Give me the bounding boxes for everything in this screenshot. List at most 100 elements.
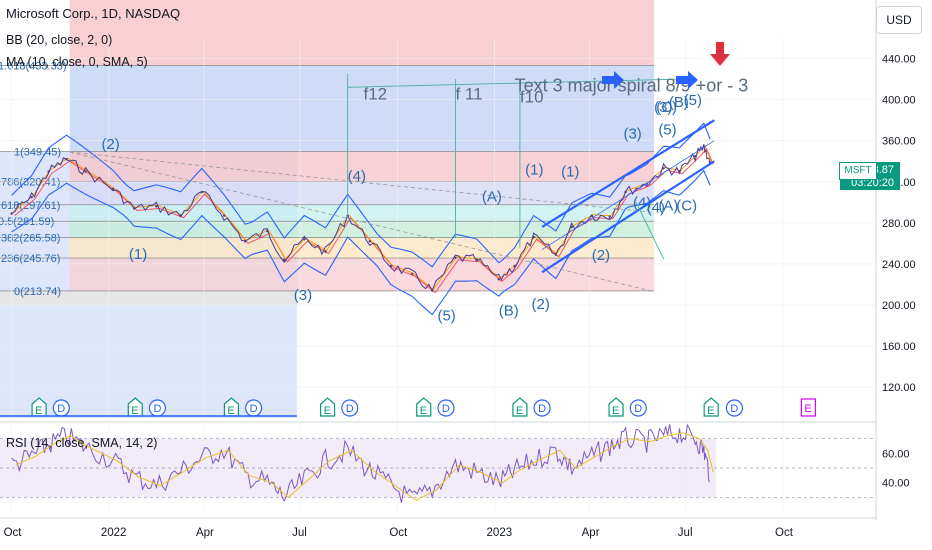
chart-title[interactable]: Microsoft Corp., 1D, NASDAQ <box>6 6 181 21</box>
earnings-badge <box>319 397 336 417</box>
dividend-badge-label: D <box>730 403 738 415</box>
red-down-arrow <box>710 42 730 66</box>
channel-lower <box>541 160 715 274</box>
blue-arrow <box>676 71 698 89</box>
x-tick-label: Apr <box>582 527 600 539</box>
price-point <box>84 170 87 173</box>
ma-line <box>14 147 714 294</box>
dividend-badge-label: D <box>634 403 642 415</box>
price-point <box>30 195 33 199</box>
earnings-badge-label: E <box>227 405 234 417</box>
fib-level-label: .236(245.76) <box>0 253 60 265</box>
wave-label: (5) <box>437 307 455 324</box>
earnings-badge <box>31 397 47 417</box>
dividend-badge-label: D <box>153 403 161 415</box>
price-point <box>155 205 158 208</box>
wave-label: (A) <box>482 188 502 205</box>
projection-line <box>635 202 665 260</box>
wave-label: (C) <box>656 99 677 116</box>
fib-level-label: .382(265.58) <box>0 233 60 245</box>
price-point <box>497 278 500 281</box>
wave-label: (B) <box>669 94 689 111</box>
wave-label: (4) <box>647 200 665 217</box>
dividend-badge-label: D <box>250 403 258 415</box>
earnings-badge <box>512 397 528 417</box>
price-point <box>513 264 516 268</box>
dividend-badge-label: D <box>346 403 354 415</box>
price-point <box>662 167 665 170</box>
y-tick-label: 160.00 <box>882 341 916 353</box>
blue-arrow <box>602 71 624 89</box>
dividend-badge-label: D <box>442 403 450 415</box>
price-point <box>47 170 50 173</box>
price-point <box>324 250 327 253</box>
price-point <box>454 256 457 259</box>
wave-label: (2) <box>532 296 550 313</box>
price-point <box>389 264 393 268</box>
currency-button[interactable]: USD <box>876 6 922 34</box>
fib-below-zone <box>0 290 297 306</box>
x-tick-label: Oct <box>4 527 23 539</box>
wave-label: (5) <box>658 122 676 139</box>
bar-countdown: 03:20:20 <box>851 177 894 189</box>
earnings-badge-label: E <box>420 405 427 417</box>
rsi-indicator-label[interactable]: RSI (14, close, SMA, 14, 2) <box>6 436 158 450</box>
chart-annotation: f12 <box>364 85 388 104</box>
price-point <box>570 225 573 229</box>
earnings-badge <box>703 397 719 417</box>
wave-label: (3) <box>654 99 672 116</box>
ma-fast-line <box>12 145 712 291</box>
wave-label: (B) <box>499 302 519 319</box>
fib-top-zone <box>69 0 655 66</box>
rsi-y-tick-label: 40.00 <box>882 478 910 490</box>
wave-label: (4) <box>633 194 651 211</box>
bb-indicator-label[interactable]: BB (20, close, 2, 0) <box>6 33 113 47</box>
channel-upper <box>541 119 715 228</box>
price-point <box>430 289 434 292</box>
wave-label: (A) <box>658 198 678 215</box>
dividend-badge <box>533 399 551 417</box>
price-point <box>368 240 372 243</box>
fan-line <box>69 151 655 293</box>
x-tick-label: Apr <box>196 527 214 539</box>
wave-label: (2) <box>592 247 610 264</box>
y-tick-label: 400.00 <box>882 95 916 107</box>
wave-label: (2) <box>101 136 119 153</box>
bb-lower-band <box>11 169 711 316</box>
ma-indicator-label[interactable]: MA (10, close, 0, SMA, 5) <box>6 55 148 69</box>
wave-label: (3) <box>623 126 641 143</box>
fib-level-label: .618(297.61) <box>0 200 60 212</box>
earnings-badge-label: E <box>516 405 523 417</box>
x-tick-label: Oct <box>775 527 794 539</box>
price-point <box>624 190 627 194</box>
price-point <box>694 154 697 158</box>
earnings-badge-label: E <box>707 405 714 417</box>
earnings-badge-label: E <box>35 405 42 417</box>
price-point <box>554 253 558 256</box>
dividend-badge <box>437 399 455 417</box>
price-point <box>65 157 68 161</box>
x-tick-label: 2023 <box>487 527 513 539</box>
y-tick-label: 200.00 <box>882 300 916 312</box>
fib-level-label: 0(213.74) <box>14 286 61 298</box>
price-point <box>222 214 226 217</box>
y-tick-label: 280.00 <box>882 218 916 230</box>
wave-label: (5) <box>684 92 702 109</box>
wave-label: (1) <box>561 164 579 181</box>
x-tick-label: 2022 <box>101 527 127 539</box>
fib-band <box>69 258 655 291</box>
price-point <box>10 212 13 215</box>
fib-level-label: 1.618(433.33) <box>0 60 67 72</box>
wave-label: (1) <box>129 246 147 263</box>
x-tick-label: Oct <box>389 527 408 539</box>
dividend-badge-label: D <box>538 403 546 415</box>
price-point <box>111 187 115 191</box>
price-point <box>133 207 136 210</box>
rsi-signal-line <box>15 432 714 501</box>
price-point <box>266 229 269 233</box>
y-tick-label: 360.00 <box>882 136 916 148</box>
future-earnings-badge <box>800 398 816 417</box>
wave-label: (C) <box>676 198 697 215</box>
y-tick-label: 240.00 <box>882 259 916 271</box>
